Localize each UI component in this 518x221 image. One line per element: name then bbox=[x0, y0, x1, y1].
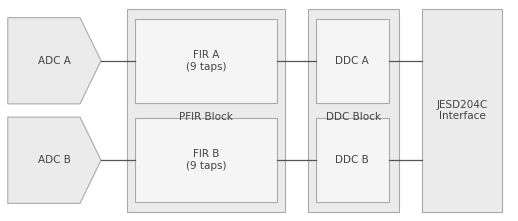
Text: FIR B
(9 taps): FIR B (9 taps) bbox=[185, 149, 226, 171]
Bar bbox=[127, 9, 285, 212]
Bar bbox=[316, 118, 388, 202]
Text: DDC Block: DDC Block bbox=[326, 112, 381, 122]
Bar bbox=[135, 118, 277, 202]
Text: PFIR Block: PFIR Block bbox=[179, 112, 233, 122]
Bar bbox=[308, 9, 399, 212]
Bar bbox=[316, 19, 388, 103]
Polygon shape bbox=[8, 117, 101, 203]
Text: JESD204C
Interface: JESD204C Interface bbox=[437, 100, 488, 121]
Bar bbox=[135, 19, 277, 103]
Text: DDC B: DDC B bbox=[335, 155, 369, 165]
Text: ADC B: ADC B bbox=[38, 155, 71, 165]
Text: FIR A
(9 taps): FIR A (9 taps) bbox=[185, 50, 226, 72]
Bar bbox=[422, 9, 502, 212]
Text: DDC A: DDC A bbox=[335, 56, 369, 66]
Text: ADC A: ADC A bbox=[38, 56, 71, 66]
Polygon shape bbox=[8, 18, 101, 104]
